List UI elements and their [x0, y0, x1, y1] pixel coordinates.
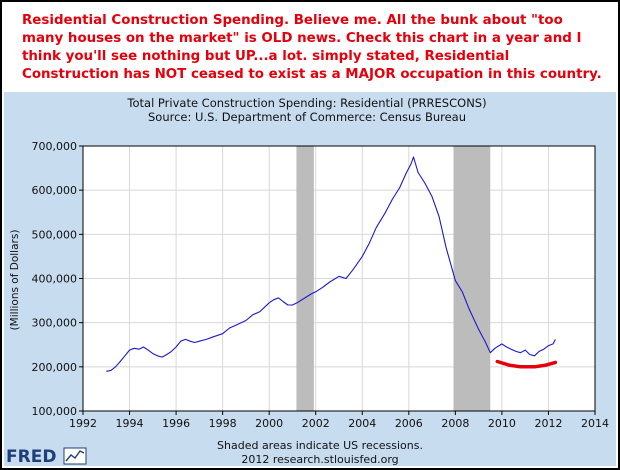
x-tick-label: 2010 — [488, 417, 516, 430]
x-tick-label: 1998 — [209, 417, 237, 430]
recession-bar — [296, 146, 314, 411]
x-tick-label: 2002 — [302, 417, 330, 430]
x-tick-label: 2012 — [534, 417, 562, 430]
x-tick-label: 2008 — [441, 417, 469, 430]
y-axis-label: (Millions of Dollars) — [9, 230, 21, 331]
axis-ticks — [79, 145, 596, 415]
y-tick-labels: 100,000 200,000 300,000 400,000 500,000 600,0… — [32, 140, 78, 418]
line-chart: Total Private Construction Spending: Res… — [6, 96, 609, 466]
x-tick-label: 2006 — [395, 417, 423, 430]
x-tick-label: 2000 — [255, 417, 283, 430]
x-tick-label: 2004 — [348, 417, 376, 430]
fred-chart-panel: Total Private Construction Spending: Res… — [4, 92, 616, 466]
y-tick-label: 300,000 — [32, 317, 78, 330]
fred-logo-graph-icon — [63, 447, 87, 465]
series-line — [106, 156, 556, 372]
highlight-layer — [495, 359, 558, 369]
x-tick-label: 1992 — [69, 417, 97, 430]
footer-note: Shaded areas indicate US recessions. — [217, 439, 423, 452]
fred-logo-text: FRED — [6, 447, 56, 466]
fred-logo: FRED — [6, 447, 87, 466]
y-tick-label: 400,000 — [32, 273, 78, 286]
y-tick-label: 600,000 — [32, 184, 78, 197]
footer-source: 2012 research.stlouisfed.org — [241, 453, 398, 466]
commentary-text: Residential Construction Spending. Belie… — [22, 13, 602, 82]
y-tick-label: 700,000 — [32, 140, 78, 153]
y-tick-label: 100,000 — [32, 405, 78, 418]
chart-subtitle: Source: U.S. Department of Commerce: Cen… — [148, 110, 466, 124]
y-tick-label: 500,000 — [32, 228, 78, 241]
x-tick-label: 2014 — [581, 417, 609, 430]
series-layer — [106, 156, 556, 372]
x-tick-label: 1994 — [116, 417, 144, 430]
recession-bar — [453, 146, 491, 411]
highlight-curve — [495, 359, 558, 369]
chart-title: Total Private Construction Spending: Res… — [126, 96, 486, 110]
y-tick-label: 200,000 — [32, 361, 78, 374]
x-tick-label: 1996 — [162, 417, 190, 430]
x-tick-labels: 1992 1994 1996 1998 2000 2002 2004 2006 2008 2010… — [69, 417, 609, 430]
recession-shading — [296, 146, 491, 411]
